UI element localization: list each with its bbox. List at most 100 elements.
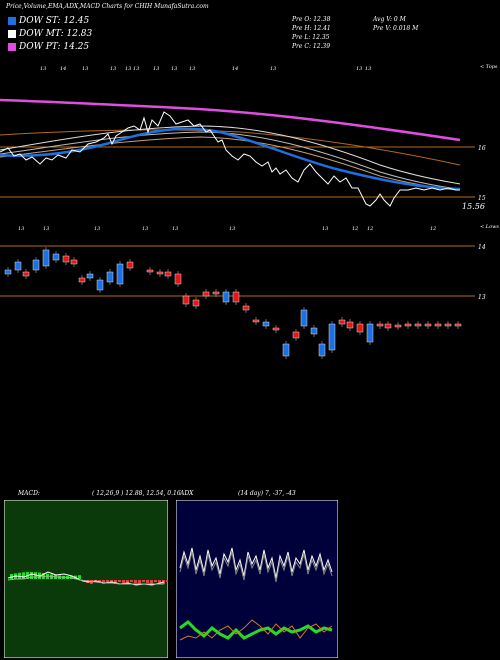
top-tick: 14 — [232, 66, 238, 72]
ema-magenta-line — [0, 98, 461, 142]
candle-body — [96, 279, 104, 291]
candle-body — [310, 327, 318, 335]
legend-label-pt: DOW PT: 14.25 — [19, 42, 90, 52]
top-tick: 13 — [270, 66, 276, 72]
candle-body — [42, 249, 50, 267]
candle-body — [32, 259, 40, 271]
adx-params: (14 day) 7, -37, -43 — [238, 490, 296, 497]
top-ticks: 13 14 13 13 13 13 13 13 13 14 13 13 13 — [40, 66, 371, 72]
macd-histogram-bar — [118, 580, 121, 582]
candle-body — [414, 323, 422, 327]
macd-histogram-bar — [106, 580, 109, 582]
legend-label-st: DOW ST: 12.45 — [19, 16, 90, 26]
candle-body — [292, 331, 300, 339]
macd-histogram-bar — [122, 580, 125, 583]
legend-item-dow-mt: DOW MT: 12.83 — [8, 29, 92, 39]
legend-label-mt: DOW MT: 12.83 — [19, 29, 93, 39]
candle-body — [22, 271, 30, 277]
stat-avg-volume: Avg V: 0 M — [373, 16, 406, 23]
macd-histogram-bar — [18, 572, 21, 579]
macd-histogram-bar — [150, 580, 153, 584]
candle-body — [262, 321, 270, 327]
candle-body — [434, 323, 442, 327]
candle-body — [182, 295, 190, 305]
stat-open: Pre O: 12.38 — [292, 16, 331, 23]
stat-prev-volume: Pre V: 0.018 M — [373, 25, 419, 32]
legend-swatch-white — [8, 30, 16, 38]
legend-swatch-magenta — [8, 43, 16, 51]
macd-panel — [4, 500, 168, 658]
price-label-14: 14 — [478, 244, 486, 251]
stat-high: Pre H: 12.41 — [292, 25, 331, 32]
candle-body — [366, 323, 374, 343]
corner-lows: < Lows — [480, 224, 499, 230]
top-tick: 13 — [356, 66, 362, 72]
macd-histogram-bar — [146, 580, 149, 583]
candle-body — [384, 323, 392, 329]
candle-body — [232, 291, 240, 303]
chart-title: Price,Volume,EMA,ADX,MACD Charts for CHI… — [6, 3, 209, 10]
top-tick: 13 — [82, 66, 88, 72]
candle-body — [146, 269, 154, 273]
top-tick: 13 — [153, 66, 159, 72]
candle-body — [346, 321, 354, 329]
macd-histogram-bar — [34, 572, 37, 579]
candle-body — [70, 259, 78, 265]
price-label-last: 15.56 — [462, 202, 485, 211]
price-label-16: 16 — [478, 145, 486, 152]
candle-body — [164, 271, 172, 277]
macd-histogram-bar — [126, 580, 129, 584]
candle-body — [356, 323, 364, 333]
macd-histogram-bar — [22, 572, 25, 579]
candlestick-chart: 14 13 — [0, 244, 486, 359]
top-tick: 13 — [171, 66, 177, 72]
adx-panel — [176, 500, 338, 658]
candles — [4, 247, 462, 359]
macd-histogram-bar — [102, 580, 105, 584]
top-tick: 13 — [365, 66, 371, 72]
macd-histogram-bar — [130, 580, 133, 582]
candle-body — [318, 343, 326, 357]
bottom-tick: 12 — [367, 226, 373, 230]
macd-histogram-bar — [158, 580, 161, 583]
price-line — [0, 111, 460, 207]
bottom-tick: 13 — [43, 226, 49, 230]
bottom-tick: 13 — [142, 226, 148, 230]
top-tick: 14 — [60, 66, 66, 72]
candle-body — [116, 263, 124, 285]
macd-params: ( 12,26,9 ) 12.88, 12.54, 0.16 — [92, 490, 181, 497]
price-label-15: 15 — [478, 195, 486, 202]
candle-body — [424, 323, 432, 327]
price-label-13: 13 — [478, 294, 486, 301]
top-tick: 13 — [40, 66, 46, 72]
top-tick: 13 — [189, 66, 195, 72]
candle-body — [202, 291, 210, 297]
bottom-tick: 12 — [430, 226, 436, 230]
candle-body — [192, 299, 200, 307]
bottom-tick: 13 — [18, 226, 24, 230]
legend-item-dow-st: DOW ST: 12.45 — [8, 16, 89, 26]
candle-body — [272, 327, 280, 331]
candle-body — [252, 319, 260, 323]
candle-body — [404, 323, 412, 327]
adx-di-minus-line — [179, 619, 333, 641]
macd-histogram-bar — [138, 580, 141, 584]
bottom-tick: 13 — [94, 226, 100, 230]
candle-body — [338, 319, 346, 325]
macd-histogram-bar — [42, 573, 45, 579]
candle-body — [282, 343, 290, 357]
bottom-tick: 13 — [172, 226, 178, 230]
legend-item-dow-pt: DOW PT: 14.25 — [8, 42, 89, 52]
candle-body — [174, 273, 182, 285]
adx-di-plus-shadow — [179, 551, 333, 583]
candle-body — [4, 269, 12, 275]
macd-histogram-bar — [10, 574, 13, 579]
candle-body — [126, 261, 134, 269]
top-tick: 13 — [133, 66, 139, 72]
candle-body — [62, 255, 70, 263]
candle-body — [394, 324, 402, 328]
candle-body — [300, 309, 308, 327]
top-tick: 13 — [110, 66, 116, 72]
candle-body — [14, 261, 22, 271]
bottom-tick: 12 — [352, 226, 358, 230]
